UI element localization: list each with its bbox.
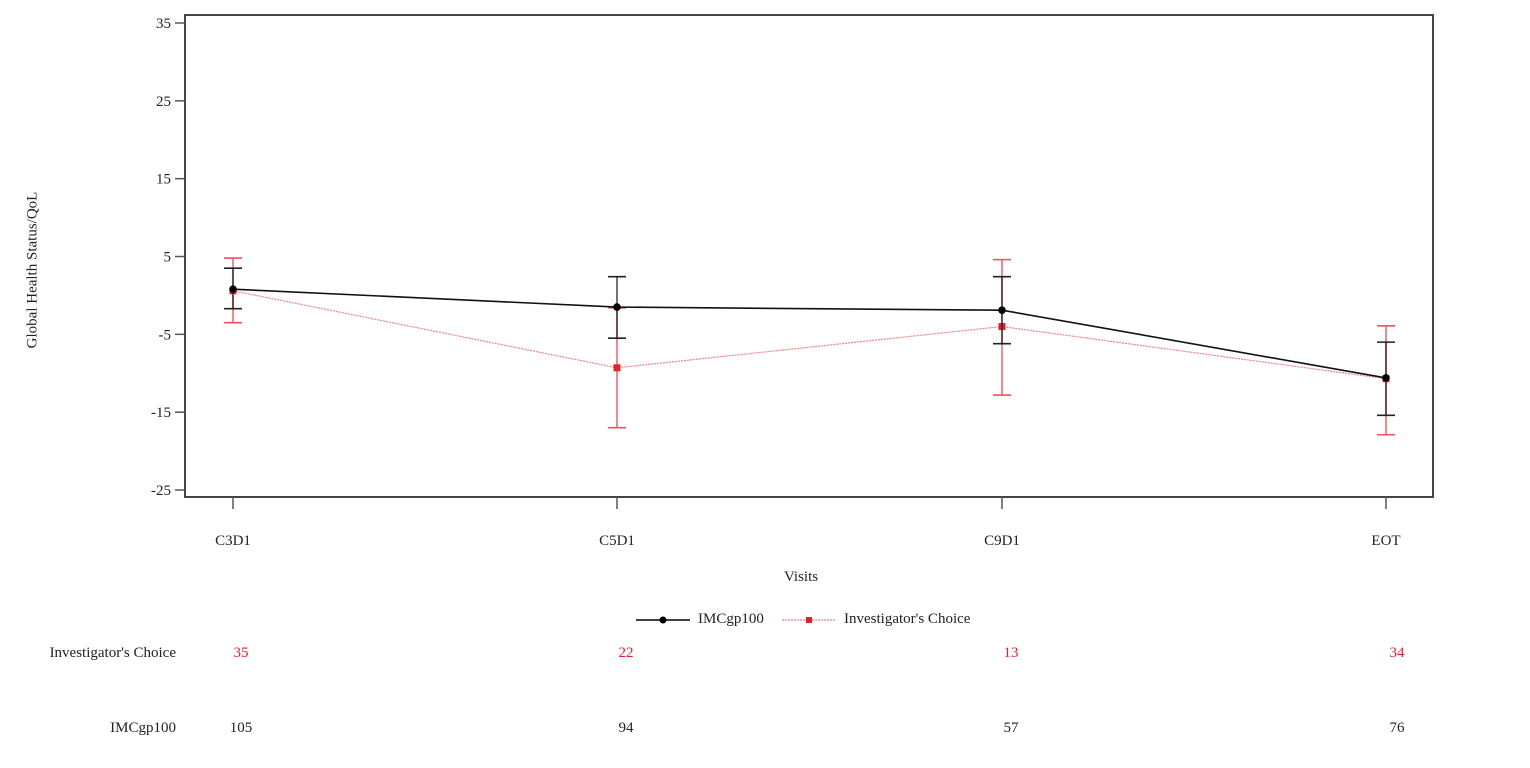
marker-circle bbox=[229, 285, 237, 293]
legend-line-dotted-square-icon bbox=[782, 617, 836, 623]
y-tick-label: 5 bbox=[164, 250, 172, 266]
plot-frame bbox=[184, 14, 1434, 498]
risk-table-count: 57 bbox=[1003, 720, 1019, 736]
risk-table-row-label: IMCgp100 bbox=[110, 720, 176, 736]
x-tick-label: C9D1 bbox=[984, 533, 1020, 549]
y-tick-label: -15 bbox=[151, 405, 171, 421]
risk-table-count: 22 bbox=[618, 645, 634, 661]
x-tick-label: C5D1 bbox=[599, 533, 635, 549]
y-tick-label: 35 bbox=[156, 16, 171, 32]
series-line-investigators-choice bbox=[232, 290, 1387, 380]
legend-label: Investigator's Choice bbox=[844, 611, 971, 627]
risk-table-count: 105 bbox=[229, 720, 253, 736]
risk-table-count: 94 bbox=[618, 720, 634, 736]
x-axis-label: Visits bbox=[784, 569, 819, 585]
risk-table-count: 35 bbox=[233, 645, 249, 661]
x-tick-label: EOT bbox=[1371, 533, 1400, 549]
x-tick-label: C3D1 bbox=[215, 533, 251, 549]
y-tick-label: -5 bbox=[159, 327, 172, 343]
marker-circle bbox=[998, 306, 1006, 315]
legend-line-solid-circle-icon bbox=[636, 616, 690, 624]
marker-circle bbox=[613, 303, 621, 311]
risk-table-count: 13 bbox=[1003, 645, 1019, 661]
legend-label: IMCgp100 bbox=[698, 611, 764, 627]
series-line-imcgp100 bbox=[232, 288, 1387, 379]
risk-table-count: 34 bbox=[1389, 645, 1405, 661]
y-tick-label: -25 bbox=[151, 483, 171, 499]
risk-table-count: 76 bbox=[1389, 720, 1405, 736]
risk-table-row-label: Investigator's Choice bbox=[49, 645, 176, 661]
y-tick-label: 25 bbox=[156, 94, 171, 110]
y-axis-label: Global Health Status/QoL bbox=[24, 191, 41, 349]
y-tick-label: 15 bbox=[156, 172, 171, 188]
marker-circle bbox=[1382, 374, 1390, 382]
marker-square bbox=[613, 364, 621, 372]
